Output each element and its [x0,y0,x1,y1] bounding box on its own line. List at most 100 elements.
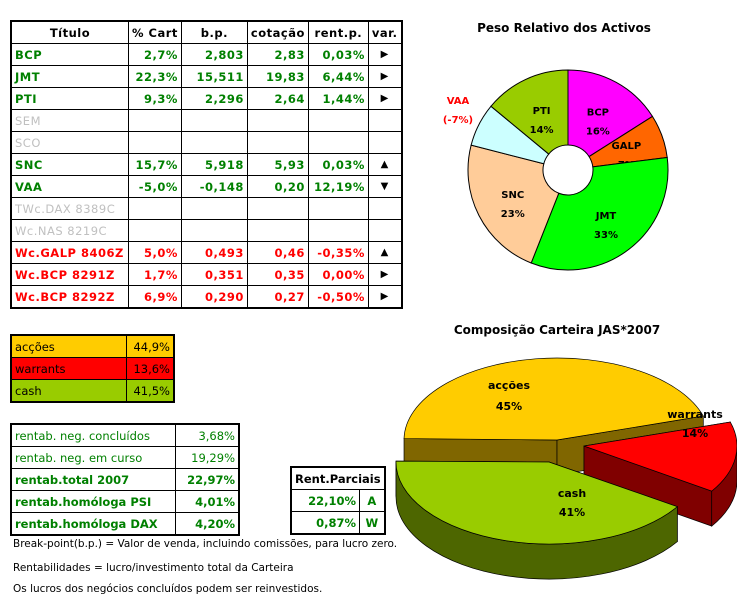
pie2-value: 45% [496,400,522,413]
cell-pct: -5,0% [128,175,182,198]
note-breakpoint: Break-point(b.p.) = Valor de venda, incl… [13,538,398,550]
pie2-value: 41% [559,506,585,519]
partial-value: 0,87% [290,511,361,535]
pie2-label: acções [488,379,530,392]
partial-returns-title: Rent.Parciais [290,466,386,490]
table-row: BCP 2,7% 2,803 2,83 0,03% ▶ [10,43,403,66]
pie2-label: warrants [667,408,723,421]
note-reinvest: Os lucros dos negócios concluídos podem … [13,583,323,595]
pie1-value: 14% [530,125,554,136]
table-row: Wc.BCP 8292Z 6,9% 0,290 0,27 -0,50% ▶ [10,285,403,309]
allocation-row: cash 41,5% [10,379,175,403]
returns-label: rentab.total 2007 [10,468,176,491]
returns-value: 3,68% [175,423,240,447]
partial-tag: W [359,511,386,535]
table-row: JMT 22,3% 15,511 19,83 6,44% ▶ [10,65,403,88]
partial-tag: A [359,489,386,512]
pie2-label: cash [558,487,586,500]
partial-returns-table: Rent.Parciais 22,10% A 0,87% W [290,466,386,535]
allocation-row: warrants 13,6% [10,357,175,380]
cell-bp: 0,493 [180,241,248,264]
cell-var: ▲ [367,241,403,264]
pie1-label: SNC [501,190,524,201]
returns-table: rentab. neg. concluídos 3,68% rentab. neg.… [10,423,240,536]
cell-cot: 2,83 [246,43,309,66]
pie1-value: 16% [586,127,610,138]
cell-cot: 0,27 [246,285,309,309]
returns-row: rentab.homóloga DAX 4,20% [10,512,240,536]
allocation-row: acções 44,9% [10,334,175,358]
returns-label: rentab.homóloga DAX [10,512,176,536]
pie1-label: PTI [533,106,551,117]
cell-name: JMT [10,65,129,88]
allocation-table: acções 44,9% warrants 13,6% cash 41,5% [10,334,175,403]
cell-rent: 0,00% [307,263,369,286]
header-cell: % Cart [128,20,182,44]
table-row: SNC 15,7% 5,918 5,93 0,03% ▲ [10,153,403,176]
returns-row: rentab. neg. concluídos 3,68% [10,423,240,447]
returns-label: rentab. neg. concluídos [10,423,176,447]
note-rentabilidades: Rentabilidades = lucro/investimento tota… [13,562,294,574]
returns-label: rentab.homóloga PSI [10,490,176,513]
pie1-label: BCP [587,108,609,119]
cell-rent: -0,50% [307,285,369,309]
table-row: Wc.NAS 8219C [10,219,403,242]
allocation-label: cash [10,379,127,403]
pie1-slice-jmt [530,156,669,271]
cell-bp: 15,511 [180,65,248,88]
cell-rent: 12,19% [307,175,369,198]
cell-name: SEM [10,109,129,132]
cell-name: TWc.DAX 8389C [10,197,129,220]
header-cell: var. [367,20,403,44]
pie2-slice-cash [395,460,679,580]
cell-cot: 0,35 [246,263,309,286]
allocation-label: acções [10,334,127,358]
allocation-label: warrants [10,357,127,380]
pie1-label: GALP [612,141,642,152]
returns-label: rentab. neg. em curso [10,446,176,469]
cell-var: ▶ [367,285,403,309]
cell-pct: 6,9% [128,285,182,309]
pie1-title: Peso Relativo dos Activos [477,21,651,35]
cell-cot: 19,83 [246,65,309,88]
cell-bp: 5,918 [180,153,248,176]
cell-var: ▶ [367,263,403,286]
pie1-label: VAA [447,96,470,107]
partial-value: 22,10% [290,489,361,512]
returns-value: 4,01% [175,490,240,513]
returns-row: rentab.total 2007 22,97% [10,468,240,491]
returns-row: rentab.homóloga PSI 4,01% [10,490,240,513]
allocation-value: 41,5% [126,379,175,403]
table-row: VAA -5,0% -0,148 0,20 12,19% ▼ [10,175,403,198]
pie2-title: Composição Carteira JAS*2007 [454,323,660,337]
header-cell: b.p. [180,20,248,44]
header-cell: rent.p. [307,20,369,44]
pie1-value: (-7%) [443,115,473,126]
returns-row: rentab. neg. em curso 19,29% [10,446,240,469]
allocation-value: 44,9% [126,334,175,358]
pie1-slice-pti [490,69,569,155]
table-row: SEM [10,109,403,132]
pie2-slice-warrants [583,421,737,527]
allocation-value: 13,6% [126,357,175,380]
pie1-slice-bcp [567,69,654,158]
returns-value: 4,20% [175,512,240,536]
cell-bp: 0,351 [180,263,248,286]
cell-rent: 6,44% [307,65,369,88]
pie2-value: 14% [682,427,708,440]
portfolio-table: Título% Cart b.p. cotação rent.p. var. BCP 2,7… [10,20,403,309]
cell-pct: 1,7% [128,263,182,286]
pie1-label: JMT [595,211,617,222]
pie1-value: 23% [501,209,525,220]
cell-name: Wc.NAS 8219C [10,219,129,242]
cell-rent: 0,03% [307,43,369,66]
cell-bp: 2,296 [180,87,248,110]
returns-value: 22,97% [175,468,240,491]
cell-bp: 0,290 [180,285,248,309]
pie1-slice-snc [467,144,560,264]
pie1-value: 33% [594,230,618,241]
table-row: Wc.BCP 8291Z 1,7% 0,351 0,35 0,00% ▶ [10,263,403,286]
cell-name: Wc.BCP 8292Z [10,285,129,309]
cell-name: Wc.BCP 8291Z [10,263,129,286]
